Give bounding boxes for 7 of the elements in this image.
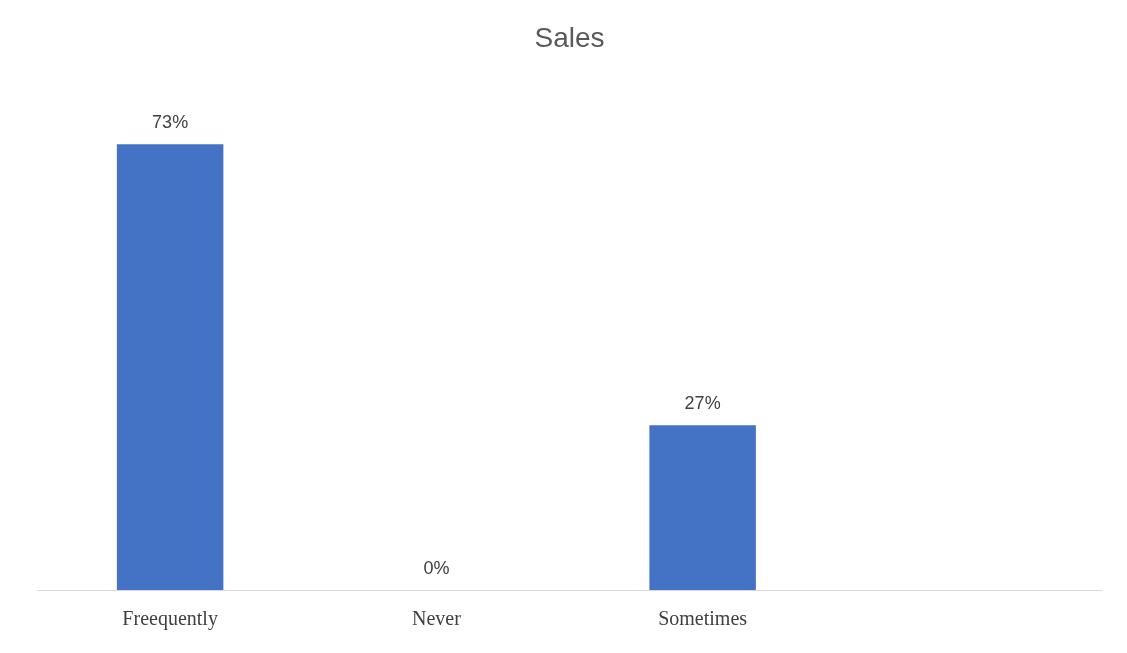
x-tick-label: Freequently [122,606,218,630]
x-tick-label: Never [411,606,462,629]
data-label: 0% [423,558,450,578]
data-label: 27% [684,393,721,414]
x-tick-label: Sometimes [658,606,748,629]
chart-title: Sales [534,22,605,53]
data-label: 73% [152,112,189,133]
